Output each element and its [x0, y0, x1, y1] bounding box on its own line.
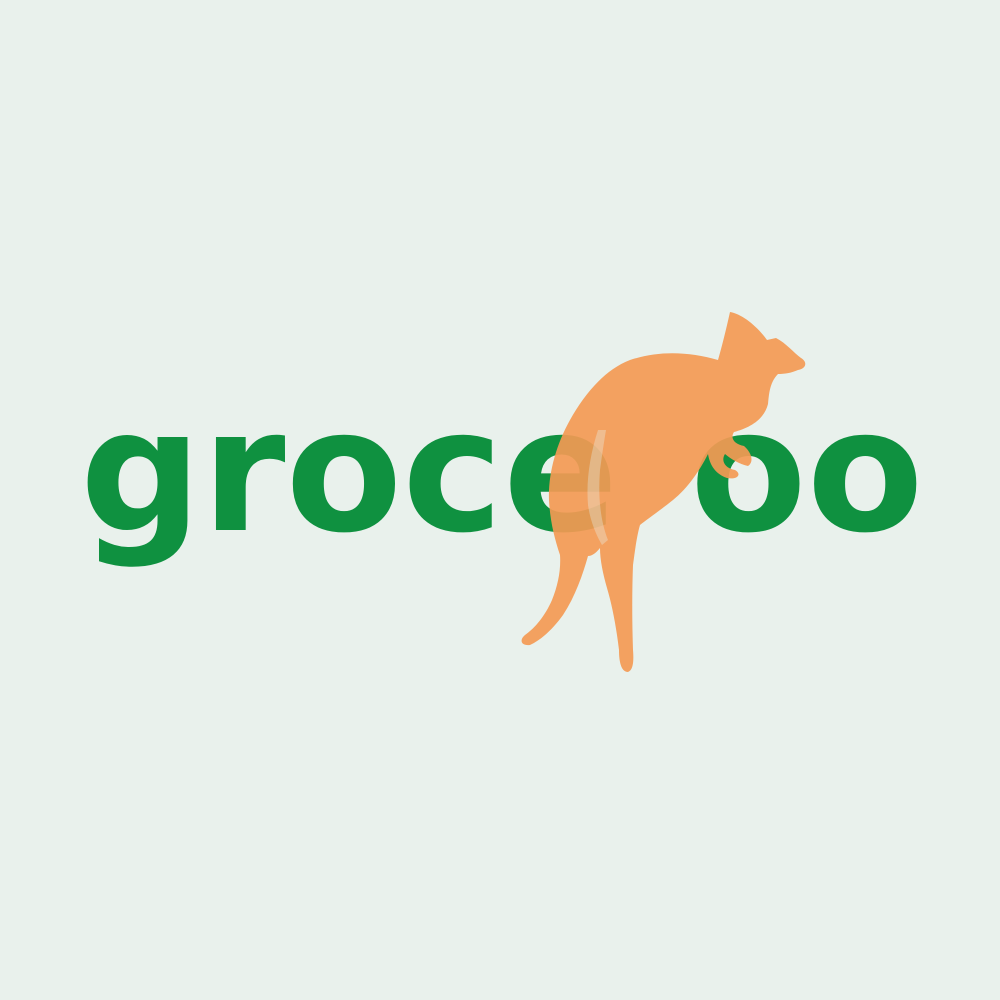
kangaroo-icon — [521, 312, 806, 672]
wordmark-left: groce — [80, 373, 618, 571]
